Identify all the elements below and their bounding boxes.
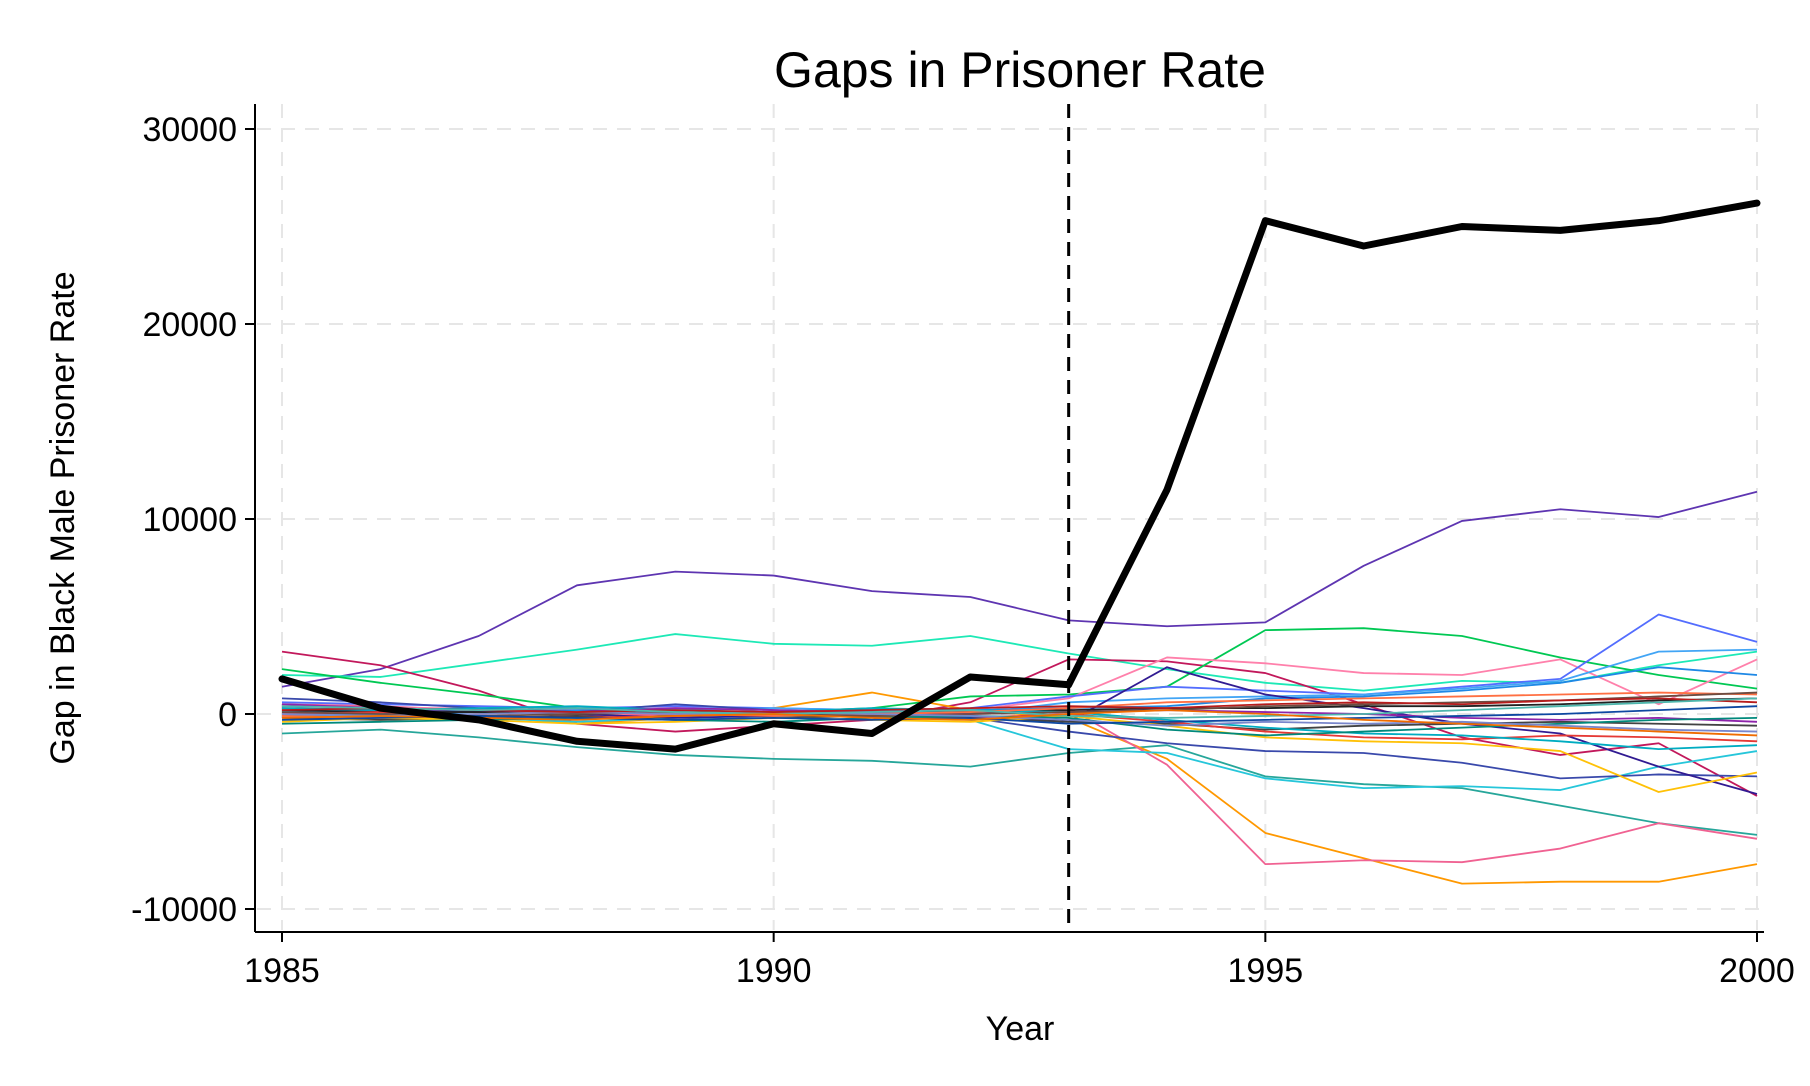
series-lines — [281, 490, 1758, 885]
series-line-1 — [281, 490, 1758, 688]
x-tick-label: 1990 — [736, 952, 812, 990]
highlight-series — [278, 199, 1761, 753]
series-line-13 — [281, 697, 1758, 780]
series-line-8 — [281, 715, 1758, 791]
series-line-25 — [281, 697, 1758, 713]
series-line-18 — [281, 715, 1758, 793]
series-line-19 — [281, 705, 1758, 750]
y-tick-label: 0 — [218, 696, 237, 734]
series-line-5 — [281, 728, 1758, 836]
series-line-28 — [281, 709, 1758, 737]
y-tick-label: -10000 — [131, 891, 237, 929]
y-tick-label: 20000 — [142, 306, 237, 344]
x-tick-label: 2000 — [1719, 952, 1795, 990]
tick-labels: -10000 0 10000 20000 30000 1985 1990 1995 2000 — [131, 111, 1795, 990]
x-axis-label: Year — [986, 1010, 1055, 1048]
treated-series-line — [278, 199, 1761, 753]
x-tick-label: 1995 — [1228, 952, 1304, 990]
series-line-2 — [281, 633, 1758, 692]
chart-title: Gaps in Prisoner Rate — [774, 42, 1266, 98]
series-line-27 — [281, 697, 1758, 719]
series-line-24 — [281, 711, 1758, 733]
y-tick-label: 30000 — [142, 111, 237, 149]
y-axis-label: Gap in Black Male Prisoner Rate — [44, 271, 82, 764]
series-line-26 — [281, 705, 1758, 725]
series-line-4 — [281, 627, 1758, 717]
y-tick-label: 10000 — [142, 501, 237, 539]
x-tick-label: 1985 — [244, 952, 320, 990]
